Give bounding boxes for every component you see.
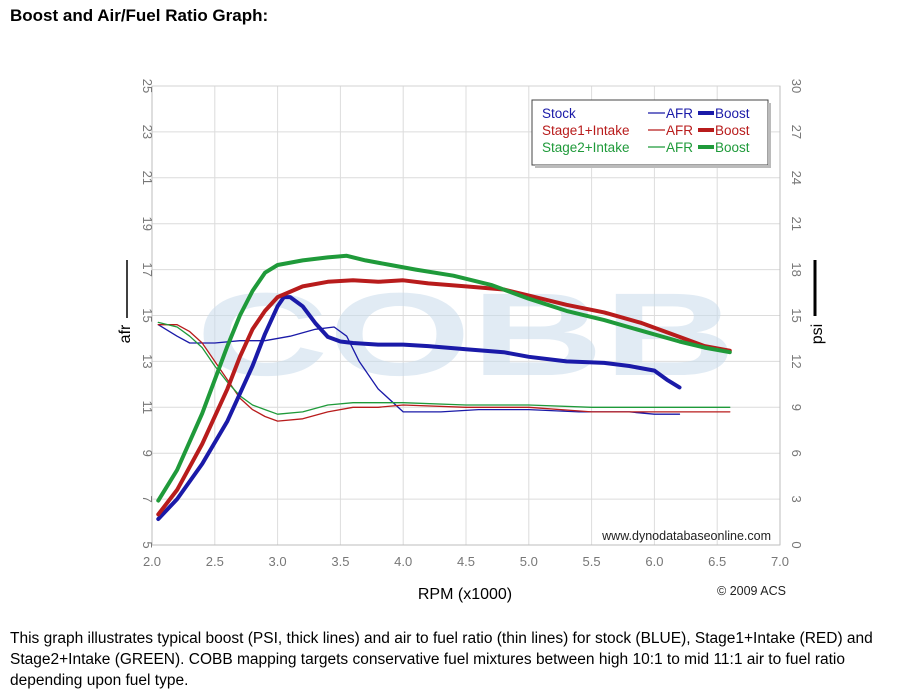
tick-labels: 2.0 2.5 3.0 3.5 4.0 4.5 5.0 5.5 6.0 6.5 7.0 5 7 9 11 13…: [140, 79, 804, 569]
legend-boost-label: Boost: [715, 140, 750, 155]
legend-afr-label: AFR: [666, 123, 693, 138]
legend-afr-label: AFR: [666, 140, 693, 155]
y-left-tick-label: 7: [140, 495, 155, 502]
legend-boost-label: Boost: [715, 106, 750, 121]
y-left-tick-label: 23: [140, 125, 155, 139]
y-right-tick-label: 21: [789, 216, 804, 230]
y-right-tick-label: 6: [789, 450, 804, 457]
y-left-tick-label: 19: [140, 216, 155, 230]
x-axis-title: RPM (x1000): [418, 586, 512, 603]
legend-afr-label: AFR: [666, 106, 693, 121]
y-right-tick-label: 27: [789, 125, 804, 139]
x-tick-label: 2.0: [143, 554, 161, 569]
y-left-tick-label: 17: [140, 262, 155, 276]
legend-box-shadow: [768, 103, 771, 167]
stage2-intake-boost-line: [156, 253, 732, 503]
y-left-tick-label: 5: [140, 541, 155, 548]
page-title: Boost and Air/Fuel Ratio Graph:: [10, 6, 269, 25]
stage2-intake-afr-line: [157, 321, 731, 415]
legend-boost-label: Boost: [715, 123, 750, 138]
stage1-intake-boost-line: [156, 278, 732, 517]
stage1-intake-afr-line: [157, 324, 731, 422]
x-tick-label: 5.5: [583, 554, 601, 569]
y-right-tick-label: 18: [789, 262, 804, 276]
x-tick-label: 6.5: [708, 554, 726, 569]
y-left-tick-label: 13: [140, 354, 155, 368]
x-tick-label: 3.5: [331, 554, 349, 569]
y-right-tick-label: 30: [789, 79, 804, 93]
boost-afr-chart: COBB 2.0 2.5 3.0 3.5 4.0 4.5 5.0 5.5 6.0 6.5 7.0 5 7…: [117, 79, 826, 603]
legend-box-shadow-bottom: [535, 165, 771, 168]
x-tick-label: 6.0: [645, 554, 663, 569]
right-axis-title: psi: [809, 324, 826, 344]
source-text: www.dynodatabaseonline.com: [601, 529, 771, 543]
y-right-tick-label: 3: [789, 495, 804, 502]
y-right-tick-label: 9: [789, 404, 804, 411]
x-tick-label: 4.0: [394, 554, 412, 569]
copyright-text: © 2009 ACS: [717, 584, 786, 598]
y-left-tick-label: 25: [140, 79, 155, 93]
stock-afr-line: [157, 324, 681, 415]
y-right-tick-label: 24: [789, 171, 804, 185]
y-right-tick-label: 15: [789, 308, 804, 322]
y-left-tick-label: 11: [140, 401, 155, 415]
chart-caption: This graph illustrates typical boost (PS…: [10, 630, 873, 689]
stock-boost-line: [156, 295, 682, 521]
legend: Stock AFR Boost Stage1+Intake AFR Boost Stage2…: [531, 99, 771, 168]
left-axis-title-group: afr: [117, 260, 134, 343]
y-right-tick-label: 12: [789, 354, 804, 368]
y-left-tick-label: 21: [140, 171, 155, 185]
legend-entry-label: Stage1+Intake: [542, 123, 629, 138]
right-axis-title-group: psi: [809, 260, 826, 344]
left-axis-title: afr: [117, 324, 134, 343]
x-tick-label: 2.5: [206, 554, 224, 569]
y-left-tick-label: 9: [140, 450, 155, 457]
legend-box: [531, 99, 769, 166]
x-tick-label: 3.0: [269, 554, 287, 569]
x-tick-label: 4.5: [457, 554, 475, 569]
cobb-watermark: COBB: [196, 269, 736, 401]
x-tick-label: 5.0: [520, 554, 538, 569]
x-tick-label: 7.0: [771, 554, 789, 569]
legend-entry-label: Stock: [542, 106, 576, 121]
legend-entry-label: Stage2+Intake: [542, 140, 629, 155]
y-right-tick-label: 0: [789, 541, 804, 548]
series-lines: [156, 253, 732, 521]
y-left-tick-label: 15: [140, 308, 155, 322]
